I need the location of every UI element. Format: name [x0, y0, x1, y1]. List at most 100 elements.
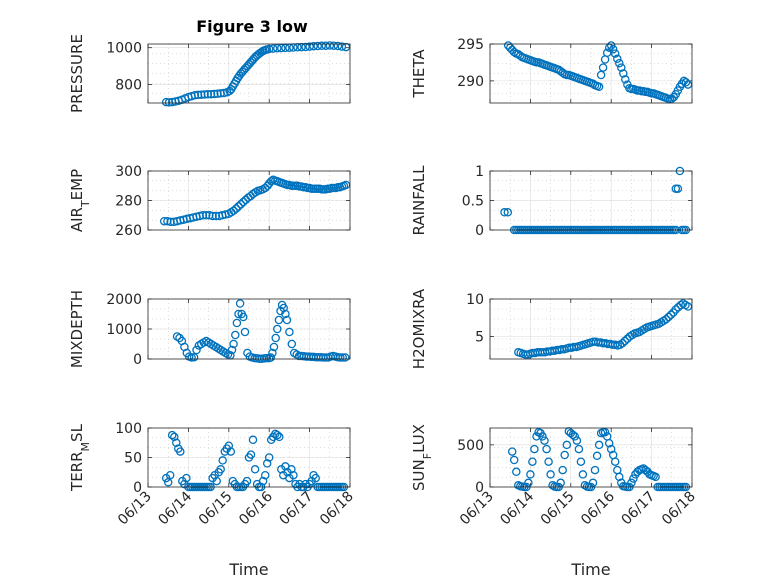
- data-point: [576, 457, 586, 466]
- data-point: [264, 44, 274, 54]
- x-tick-label: 06/15: [196, 489, 236, 529]
- data-point: [176, 447, 185, 456]
- y-tick-label: 50: [124, 451, 142, 467]
- data-point: [600, 427, 610, 437]
- data-point: [274, 315, 284, 325]
- data-point: [277, 43, 286, 53]
- data-point: [621, 75, 630, 84]
- data-point: [594, 82, 604, 92]
- data-point: [201, 211, 211, 220]
- data-series: [159, 175, 351, 227]
- data-point: [338, 353, 347, 362]
- data-point: [239, 197, 248, 207]
- data-point: [512, 467, 521, 477]
- x-tick-label: 06/16: [578, 488, 618, 528]
- data-point: [172, 438, 181, 448]
- data-point: [170, 432, 179, 442]
- data-point: [594, 440, 604, 450]
- axes-frame: [147, 427, 351, 488]
- data-point: [606, 444, 616, 454]
- data-point: [556, 478, 565, 488]
- data-point: [250, 465, 260, 474]
- data-point: [337, 42, 347, 51]
- x-tick-label: 06/16: [236, 488, 276, 528]
- data-point: [161, 97, 171, 107]
- y-axis-label: PRESSURE: [68, 34, 86, 113]
- data-point: [570, 432, 580, 441]
- data-point: [275, 432, 284, 442]
- y-axis-label: H2OMIXRA: [410, 288, 428, 369]
- data-point: [627, 478, 636, 488]
- data-point: [588, 478, 598, 488]
- data-point: [287, 339, 297, 349]
- data-point: [165, 470, 175, 480]
- y-tick-label: 280: [115, 194, 142, 210]
- data-point: [211, 211, 221, 221]
- axes-frame: [489, 298, 693, 360]
- data-point: [197, 90, 206, 99]
- data-point: [219, 88, 229, 98]
- y-tick-label: 10: [466, 292, 484, 308]
- data-point: [673, 184, 683, 193]
- y-tick-label: 2000: [106, 292, 142, 308]
- data-point: [301, 42, 310, 52]
- data-point: [661, 315, 671, 324]
- data-point: [182, 473, 191, 483]
- data-point: [281, 309, 290, 319]
- data-point: [198, 211, 208, 220]
- x-tick-label: 06/17: [619, 489, 659, 529]
- data-point: [500, 208, 509, 217]
- y-tick-label: 300: [115, 164, 142, 180]
- data-series: [172, 299, 350, 363]
- data-point: [598, 63, 608, 72]
- data-point: [313, 41, 322, 51]
- data-point: [503, 208, 513, 217]
- data-point: [618, 339, 627, 348]
- data-point: [248, 435, 258, 445]
- data-point: [681, 78, 691, 87]
- x-tick-label: 06/17: [277, 489, 317, 529]
- y-tick-label: 500: [457, 438, 484, 454]
- y-tick-label: 0: [133, 352, 142, 368]
- data-point: [578, 470, 588, 479]
- data-point: [279, 303, 288, 313]
- data-point: [542, 444, 551, 454]
- axes-5: 0 1000 2000 MIXDEPTH: [68, 290, 351, 368]
- data-series: [514, 299, 693, 359]
- y-axis-label: MIXDEPTH: [68, 290, 86, 368]
- data-point: [235, 299, 245, 308]
- x-tick-label: 06/14: [497, 488, 537, 528]
- data-point: [210, 89, 219, 99]
- axes-frame: [489, 170, 693, 231]
- data-point: [540, 436, 549, 445]
- data-point: [226, 447, 236, 456]
- data-point: [651, 472, 660, 482]
- data-point: [615, 472, 624, 482]
- data-point: [574, 444, 584, 454]
- data-point: [271, 333, 280, 343]
- x-tick-label: 06/15: [538, 489, 578, 529]
- data-point: [200, 90, 209, 99]
- data-point: [297, 42, 306, 52]
- data-point: [617, 63, 626, 72]
- data-point: [317, 41, 326, 51]
- data-series: [161, 41, 351, 107]
- data-point: [234, 202, 243, 211]
- data-point: [666, 310, 676, 320]
- data-point: [548, 481, 557, 490]
- data-point: [224, 441, 234, 450]
- y-tick-label: 290: [457, 74, 484, 90]
- data-series: [503, 41, 693, 104]
- y-tick-label: 0: [133, 480, 142, 496]
- data-point: [287, 465, 296, 474]
- axes-frame: [147, 298, 351, 360]
- data-point: [568, 430, 578, 439]
- axes-1: 800 1000 PRESSURE: [68, 34, 351, 113]
- data-point: [264, 453, 274, 462]
- data-point: [205, 211, 214, 220]
- data-point: [193, 90, 203, 100]
- axes-frame: [147, 43, 351, 104]
- data-point: [273, 430, 282, 440]
